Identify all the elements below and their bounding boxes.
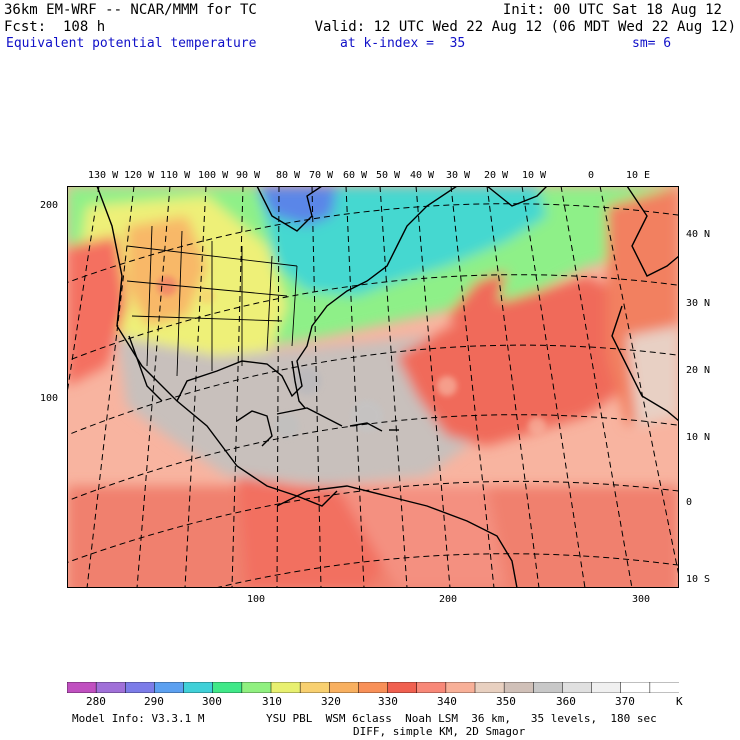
- grid-x-label: 300: [632, 594, 651, 605]
- colorbar-label: 330: [378, 695, 398, 708]
- physics-info: YSU PBL WSM 6class Noah LSM 36 km, 35 le…: [266, 712, 657, 725]
- theta-e-map: [67, 186, 679, 588]
- longitude-label: 90 W: [236, 170, 261, 181]
- longitude-label: 130 W: [88, 170, 119, 181]
- longitude-label: 110 W: [160, 170, 191, 181]
- grid-x-label: 100: [247, 594, 266, 605]
- map-frame: [67, 186, 679, 588]
- diffusion-info: DIFF, simple KM, 2D Smagor: [353, 725, 526, 738]
- latitude-label: 20 N: [686, 365, 711, 376]
- colorbar-label: 340: [437, 695, 457, 708]
- latitude-label: 10 S: [686, 574, 711, 585]
- latitude-label: 10 N: [686, 432, 711, 443]
- colorbar-label: 280: [86, 695, 106, 708]
- colorbar-swatch: [416, 682, 447, 693]
- longitude-label: 10 E: [626, 170, 651, 181]
- colorbar-label: 360: [556, 695, 576, 708]
- model-title: 36km EM-WRF -- NCAR/MMM for TC: [4, 2, 257, 18]
- colorbar-swatch: [329, 682, 360, 693]
- colorbar: [67, 682, 679, 693]
- colorbar-label: 290: [144, 695, 164, 708]
- valid-time: Valid: 12 UTC Wed 22 Aug 12 (06 MDT Wed …: [314, 19, 736, 35]
- longitude-label: 80 W: [276, 170, 301, 181]
- longitude-grid: [67, 186, 679, 588]
- level-info: at k-index = 35: [340, 36, 466, 51]
- grid-y-label: 200: [40, 200, 59, 211]
- colorbar-swatch: [474, 682, 505, 693]
- grid-y-label: 100: [40, 393, 59, 404]
- colorbar-label: 300: [202, 695, 222, 708]
- colorbar-swatch: [387, 682, 418, 693]
- colorbar-swatch: [270, 682, 301, 693]
- longitude-label: 50 W: [376, 170, 401, 181]
- longitude-label: 0: [588, 170, 595, 181]
- latitude-label: 0: [686, 497, 693, 508]
- colorbar-swatch: [183, 682, 214, 693]
- colorbar-swatch: [649, 682, 679, 693]
- colorbar-label: 310: [262, 695, 282, 708]
- colorbar-label: 370: [615, 695, 635, 708]
- colorbar-swatch: [358, 682, 389, 693]
- longitude-label: 120 W: [124, 170, 155, 181]
- latitude-label: 40 N: [686, 229, 711, 240]
- grid-x-label: 200: [439, 594, 458, 605]
- colorbar-swatch: [620, 682, 651, 693]
- colorbar-label: 320: [321, 695, 341, 708]
- colorbar-swatch: [95, 682, 127, 693]
- latitude-label: 30 N: [686, 298, 711, 309]
- colorbar-swatch: [154, 682, 185, 693]
- latitude-grid: [67, 203, 679, 588]
- political-boundaries: [126, 225, 298, 377]
- colorbar-unit: K: [676, 695, 683, 708]
- model-info: Model Info: V3.3.1 M: [72, 712, 205, 725]
- smoothing-info: sm= 6: [632, 36, 672, 51]
- colorbar-swatch: [212, 682, 243, 693]
- colorbar-swatch: [125, 682, 156, 693]
- longitude-label: 70 W: [309, 170, 334, 181]
- longitude-label: 100 W: [198, 170, 229, 181]
- colorbar-swatch: [562, 682, 593, 693]
- field-name: Equivalent potential temperature: [6, 36, 257, 51]
- colorbar-swatch: [591, 682, 622, 693]
- coastlines: [96, 186, 679, 588]
- longitude-label: 20 W: [484, 170, 509, 181]
- colorbar-swatch: [533, 682, 564, 693]
- colorbar-swatch: [67, 682, 97, 693]
- longitude-label: 10 W: [522, 170, 547, 181]
- init-time: Init: 00 UTC Sat 18 Aug 12: [502, 2, 722, 18]
- colorbar-swatch: [241, 682, 272, 693]
- forecast-hour: Fcst: 108 h: [4, 19, 106, 35]
- colorbar-swatch: [503, 682, 535, 693]
- longitude-label: 60 W: [343, 170, 368, 181]
- longitude-label: 40 W: [410, 170, 435, 181]
- longitude-label: 30 W: [446, 170, 471, 181]
- colorbar-swatch: [299, 682, 331, 693]
- colorbar-label: 350: [496, 695, 516, 708]
- colorbar-swatch: [445, 682, 476, 693]
